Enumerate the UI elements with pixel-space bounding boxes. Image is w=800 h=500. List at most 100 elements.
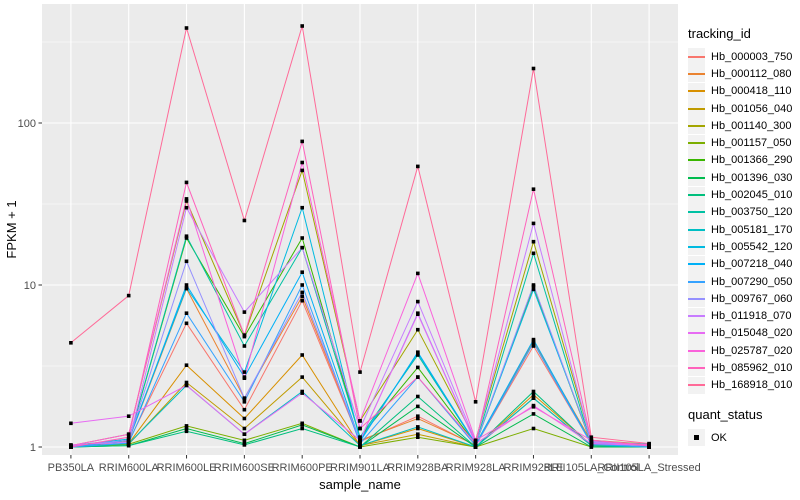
legend-key — [688, 117, 705, 135]
data-point — [531, 389, 536, 394]
legend-item: Hb_001396_030 — [688, 169, 800, 187]
data-point — [242, 396, 247, 400]
legend-item-ok: OK — [688, 429, 800, 447]
data-point — [184, 380, 189, 385]
legend-line-swatch — [688, 349, 705, 352]
legend-line-swatch — [688, 315, 705, 318]
x-tick-label: RRIM600LE — [157, 462, 217, 474]
legend-key — [688, 203, 705, 221]
legend-line-swatch — [688, 228, 705, 231]
legend-item-label: Hb_000003_750 — [711, 50, 793, 63]
data-point — [416, 271, 420, 276]
data-point — [126, 443, 131, 448]
data-point — [184, 197, 189, 201]
data-point — [416, 404, 420, 409]
data-point — [531, 341, 536, 345]
data-point — [300, 236, 304, 240]
legend-item: Hb_002045_010 — [688, 186, 800, 204]
legend-item-label: Hb_001056_040 — [711, 102, 793, 115]
data-point — [300, 270, 304, 274]
data-point — [531, 337, 536, 342]
x-tick-label: RRIM600SE — [214, 462, 275, 474]
legend-line-swatch — [688, 245, 705, 248]
y-tick-label: 1 — [30, 442, 36, 454]
legend-item: Hb_005542_120 — [688, 238, 800, 256]
data-point — [300, 391, 304, 395]
data-point — [242, 370, 247, 374]
legend-key — [688, 307, 705, 325]
legend-item-label: Hb_000418_110 — [711, 85, 792, 98]
data-point — [416, 353, 420, 357]
legend-key — [688, 359, 705, 377]
data-point — [184, 180, 189, 185]
y-tick-label: 10 — [24, 280, 36, 292]
legend-item-label: Hb_001140_300 — [711, 119, 792, 132]
data-point — [531, 239, 536, 244]
legend-key — [688, 100, 705, 118]
data-point — [416, 432, 420, 436]
legend-item: Hb_011918_070 — [688, 307, 800, 325]
data-point — [358, 370, 362, 374]
legend-item: Hb_000112_080 — [688, 65, 800, 83]
data-point — [416, 164, 420, 169]
legend-line-swatch — [688, 107, 705, 110]
data-point — [473, 438, 478, 443]
x-tick-label: PB350LA — [48, 462, 95, 474]
x-tick-label: RRIM928BA — [387, 462, 449, 474]
legend-item: Hb_000003_750 — [688, 48, 800, 66]
data-point — [300, 160, 304, 165]
legend-line-swatch — [688, 263, 705, 266]
data-point — [416, 375, 420, 379]
data-point — [531, 287, 536, 292]
legend-item-label: Hb_011918_070 — [711, 310, 792, 323]
data-point — [242, 443, 247, 447]
data-point — [300, 245, 304, 250]
data-point — [300, 426, 304, 431]
legend-item-label: Hb_005181_170 — [711, 223, 793, 236]
legend-item: Hb_009767_060 — [688, 290, 800, 308]
data-point — [242, 333, 247, 337]
data-point — [300, 423, 304, 427]
x-tick-label: RRIM928LE — [503, 462, 563, 474]
legend-line-swatch — [688, 297, 705, 300]
data-point — [126, 440, 131, 444]
plot-panel-group: 1 10 100 PB350LA RRIM600LARRIM600LERRIM600SE… — [18, 4, 701, 474]
data-point — [416, 327, 420, 332]
data-point — [69, 341, 73, 345]
data-point — [300, 298, 304, 303]
legend-line-swatch — [688, 55, 705, 58]
data-point — [242, 376, 247, 380]
legend-key — [688, 342, 705, 360]
data-point — [126, 293, 131, 298]
data-point — [358, 438, 362, 443]
legend-item: Hb_001056_040 — [688, 100, 800, 118]
legend-item-label: Hb_000112_080 — [711, 67, 792, 80]
data-point — [358, 426, 362, 431]
data-point — [416, 425, 420, 429]
data-point — [416, 416, 420, 421]
x-tick-label: RRII105LA_Control — [544, 462, 639, 474]
data-point — [300, 24, 304, 28]
legend-item: Hb_085962_010 — [688, 359, 800, 377]
legend-line-swatch — [688, 194, 705, 197]
legend-item: Hb_007218_040 — [688, 255, 800, 273]
data-point — [242, 416, 247, 421]
legend-line-swatch — [688, 280, 705, 283]
data-point — [589, 435, 594, 439]
data-point — [358, 435, 362, 439]
data-point — [184, 283, 189, 287]
legend-line-swatch — [688, 124, 705, 127]
data-point — [126, 435, 131, 439]
legend-key — [688, 290, 705, 308]
legend-item: Hb_001140_300 — [688, 117, 800, 135]
data-point — [184, 259, 189, 264]
data-point — [531, 251, 536, 256]
data-point — [184, 234, 189, 238]
data-point — [184, 311, 189, 315]
legend-item-label: Hb_001366_290 — [711, 154, 793, 167]
data-point — [126, 438, 131, 443]
data-point — [589, 441, 594, 446]
legend-key — [688, 134, 705, 152]
data-point — [531, 187, 536, 191]
data-point — [416, 365, 420, 370]
